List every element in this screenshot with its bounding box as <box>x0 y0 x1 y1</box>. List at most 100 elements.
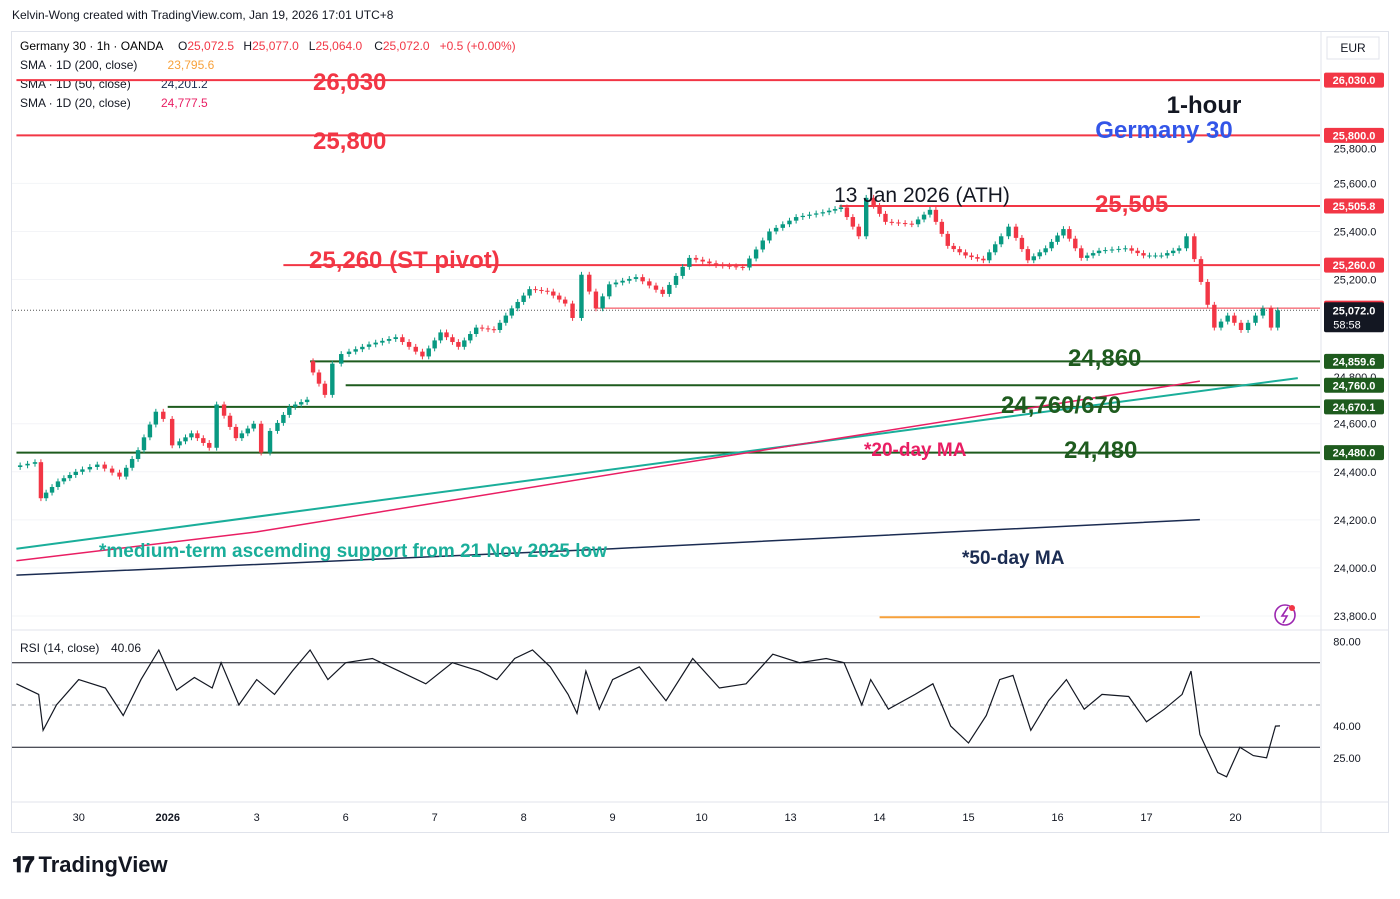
candle <box>438 329 443 344</box>
candle-body <box>251 423 256 429</box>
candle-body <box>627 278 632 281</box>
rsi-line <box>16 648 1281 778</box>
candle-body <box>267 430 273 453</box>
candle-body <box>406 342 412 347</box>
candle-body <box>316 372 322 384</box>
candle-body <box>740 266 745 268</box>
candle-body <box>515 301 520 309</box>
tradingview-logo[interactable]: 𝟏𝟕 TradingView <box>12 852 168 877</box>
candle-body <box>426 348 431 357</box>
candle-body <box>1103 250 1108 252</box>
candle <box>707 258 712 267</box>
candle <box>322 380 328 398</box>
sma-label-0: SMA · 1D (200, close) <box>20 58 137 72</box>
candle <box>80 466 85 475</box>
candle <box>1055 232 1060 245</box>
candle-body <box>889 221 894 223</box>
chart-credit: Kelvin-Wong created with TradingView.com… <box>12 8 394 22</box>
candle-body <box>275 422 280 431</box>
candle <box>593 288 599 312</box>
candle-body <box>135 450 141 459</box>
price-badge-text: 25,260.0 <box>1333 260 1376 272</box>
candle-body <box>1084 255 1090 258</box>
candle-body <box>969 255 974 258</box>
price-badge-bg <box>1324 445 1384 461</box>
price-tick-0: 25,600.0 <box>1334 178 1377 190</box>
candle-body <box>707 261 712 264</box>
candle-body <box>32 462 38 464</box>
price-tick-6: 24,000.0 <box>1334 563 1377 575</box>
support-line <box>16 377 1298 550</box>
instrument-annotation: Germany 30 <box>1095 117 1232 144</box>
candle <box>1225 312 1230 325</box>
candle <box>680 264 685 279</box>
candle-body <box>245 428 250 434</box>
candle-body <box>432 340 437 349</box>
candle-body <box>258 423 264 453</box>
candle <box>293 401 298 410</box>
candle <box>838 204 844 212</box>
candle-body <box>353 349 358 352</box>
price-tick-7: 23,800.0 <box>1334 611 1377 623</box>
candle <box>233 424 239 442</box>
candle-body <box>673 275 679 285</box>
candle-body <box>1245 322 1251 330</box>
candle-body <box>921 214 927 220</box>
time-label-8: 13 <box>784 812 796 824</box>
candle-body <box>562 299 568 304</box>
candle-body <box>1205 281 1210 305</box>
alert-icon[interactable] <box>1274 604 1296 626</box>
candle-body <box>373 342 378 345</box>
candle <box>1238 319 1244 333</box>
candle <box>1006 223 1011 240</box>
candle <box>1031 253 1036 264</box>
ohlc-change: +0.5 (+0.00%) <box>440 39 516 53</box>
price-badge-bg <box>1324 198 1384 214</box>
candle-body <box>1025 249 1031 261</box>
candle <box>406 339 412 350</box>
candle <box>877 202 882 217</box>
candle <box>832 206 838 214</box>
candle-body <box>153 411 159 425</box>
candle <box>951 243 956 252</box>
candle-body <box>813 213 819 215</box>
candle-body <box>1198 259 1204 282</box>
candle-body <box>951 245 956 250</box>
ohlc-o: O25,072.5 <box>178 39 234 53</box>
candle <box>1268 305 1274 331</box>
candle <box>1141 250 1146 259</box>
candle <box>800 212 806 220</box>
candle-body <box>613 282 619 285</box>
candle-body <box>1153 255 1158 257</box>
candle-body <box>844 207 850 218</box>
candle-body <box>346 351 352 355</box>
ohlc-h: H25,077.0 <box>243 39 299 53</box>
candle-body <box>939 221 945 234</box>
candle-body <box>1268 308 1274 328</box>
candle <box>61 475 67 485</box>
price-badge-7: 24,670.1 <box>1324 399 1384 415</box>
time-label-0: 30 <box>73 812 85 824</box>
candle <box>141 434 147 454</box>
candle <box>373 339 378 348</box>
candle <box>963 249 968 259</box>
candle-body <box>1031 256 1036 261</box>
candle-body <box>485 328 491 330</box>
candle-body <box>304 399 310 403</box>
candle-body <box>1073 238 1078 249</box>
price-badge-bg <box>1324 377 1384 393</box>
price-tick-5: 24,200.0 <box>1334 515 1377 527</box>
candle-body <box>933 209 939 222</box>
candle-body <box>1238 322 1244 330</box>
currency-button[interactable] <box>1326 36 1380 60</box>
support-annotation: *medium-term ascemding support from 21 N… <box>99 541 607 562</box>
level-25800-annotation: 25,800 <box>313 128 386 155</box>
candle <box>1253 312 1258 326</box>
candle-body <box>820 212 826 214</box>
candle <box>444 329 449 341</box>
candle <box>587 271 592 295</box>
candle <box>660 286 665 297</box>
candle <box>195 430 200 442</box>
candle-body <box>927 209 933 215</box>
